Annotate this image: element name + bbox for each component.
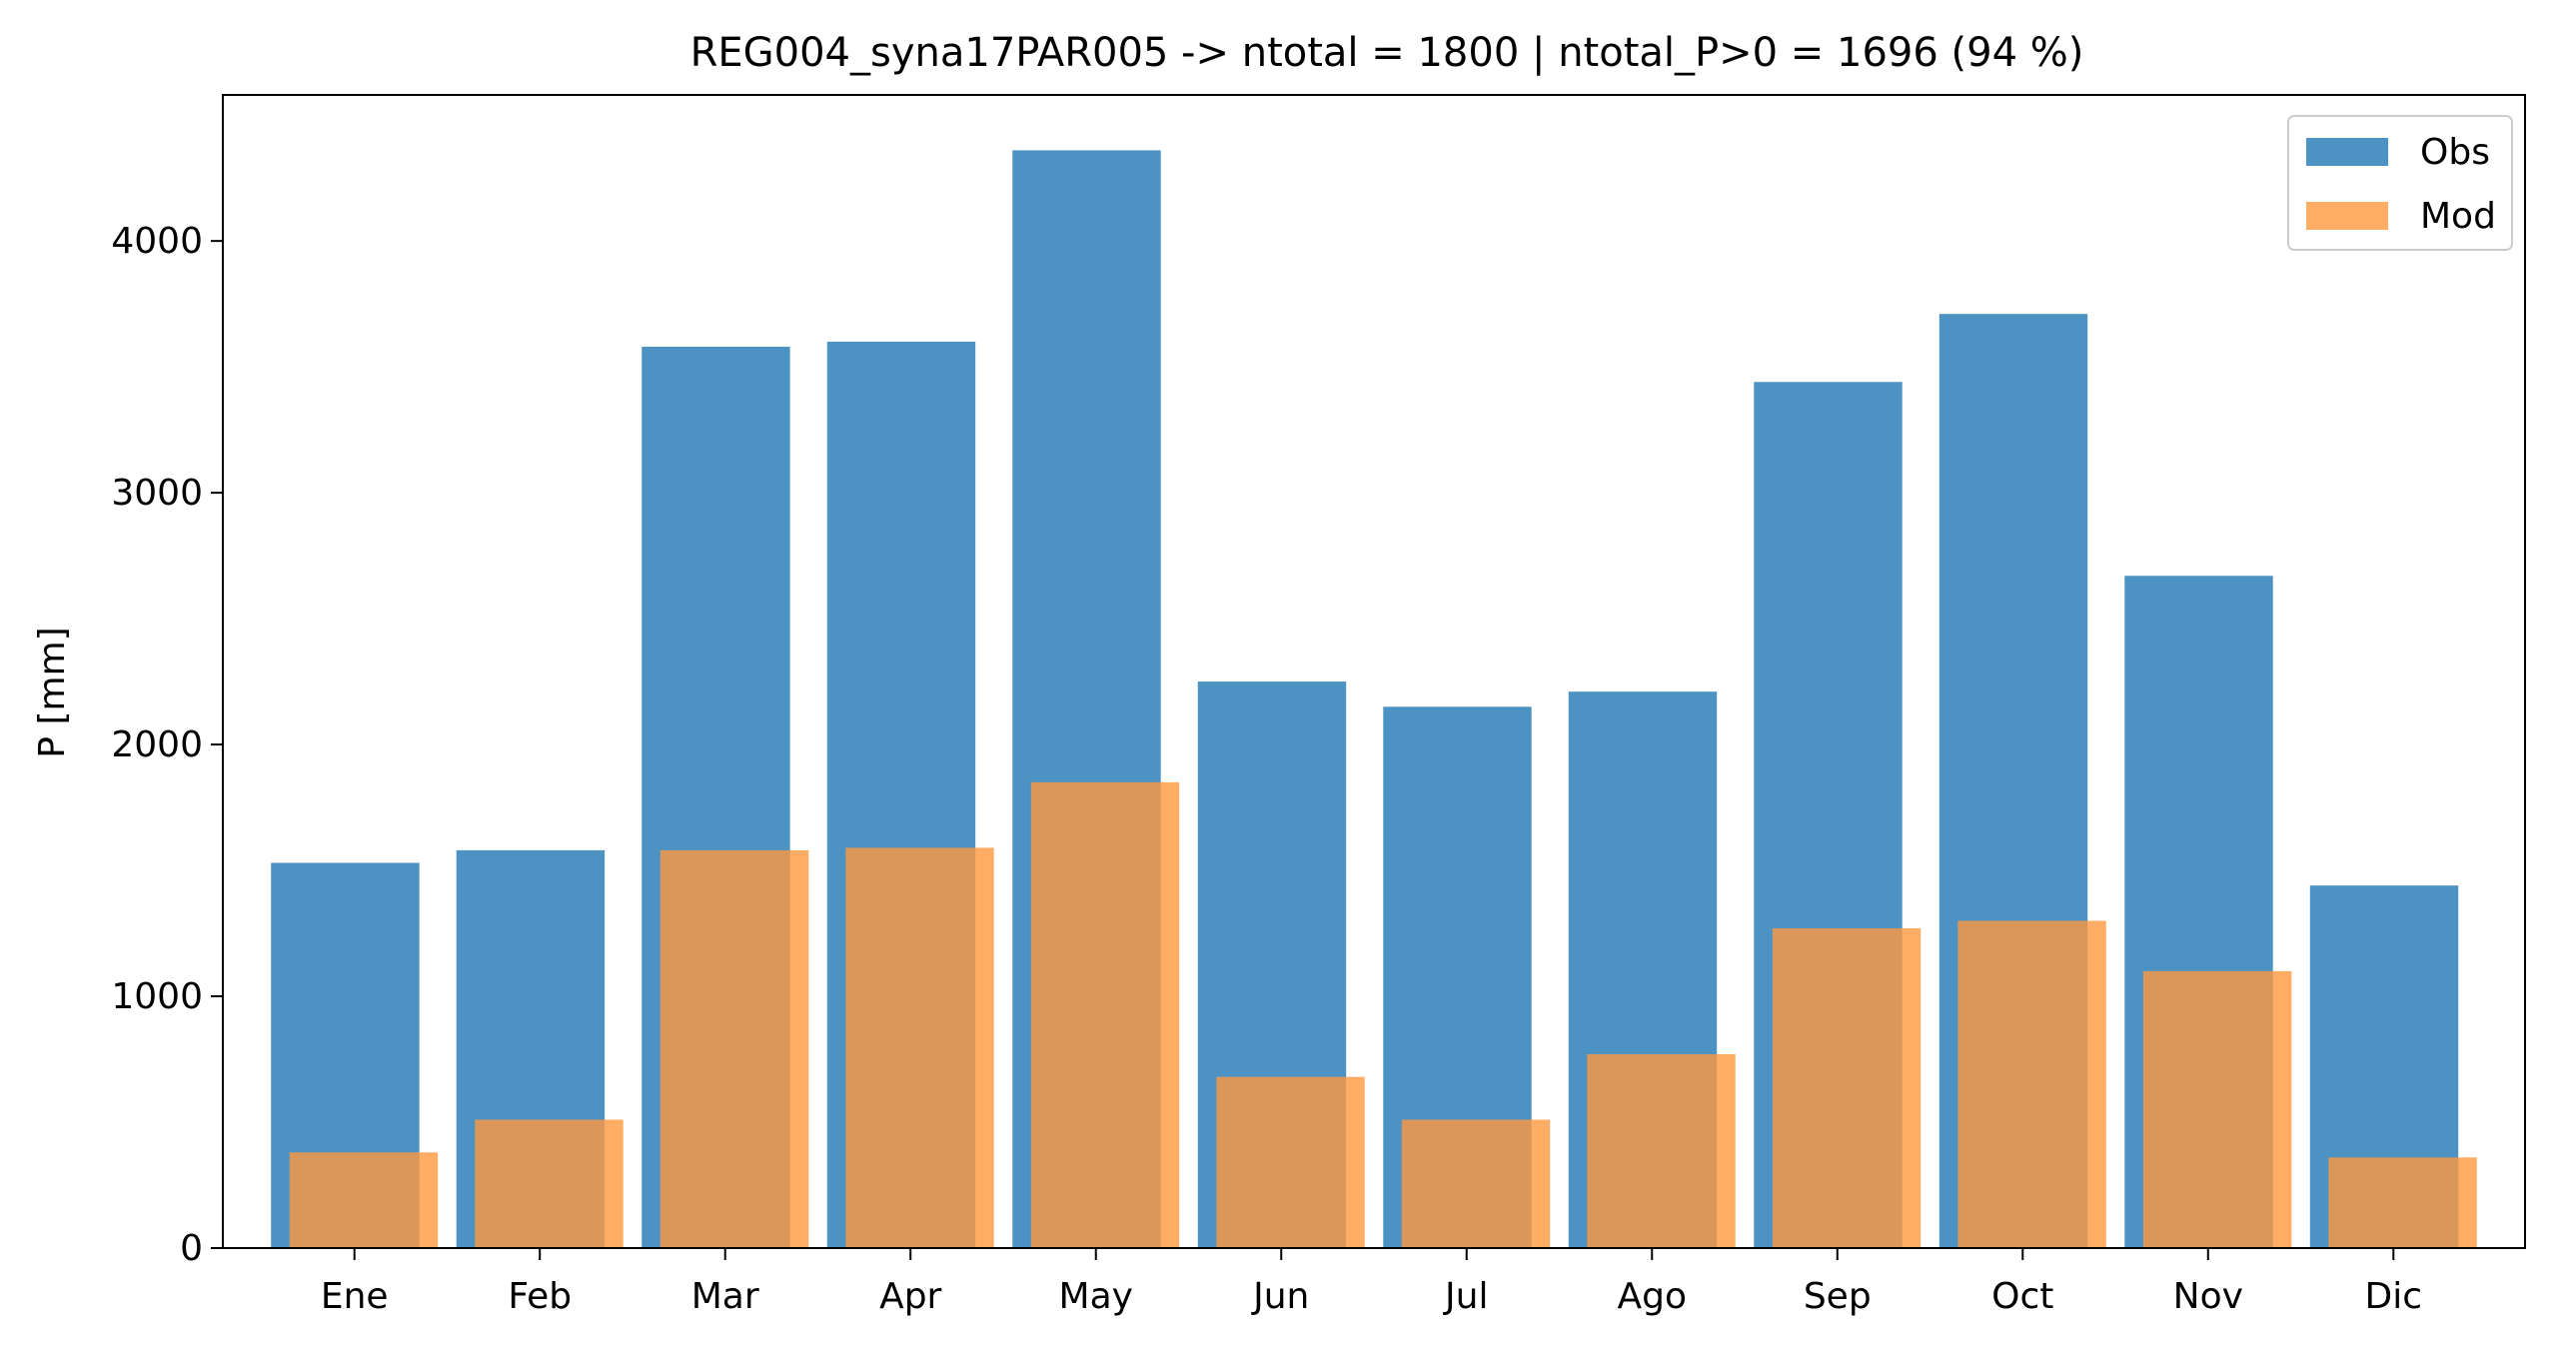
x-tick-label: Ago xyxy=(1618,1276,1688,1317)
legend-label-mod: Mod xyxy=(2420,196,2496,237)
y-tick-label: 4000 xyxy=(111,221,203,262)
x-tick-label: Mar xyxy=(691,1276,759,1317)
x-tick-label: Jul xyxy=(1443,1276,1488,1317)
x-tick-label: Oct xyxy=(1991,1276,2053,1317)
y-axis-label: P [mm] xyxy=(32,627,73,757)
bar-mod-jun xyxy=(1216,1076,1365,1248)
x-tick-label: Ene xyxy=(321,1276,389,1317)
legend-swatch-obs xyxy=(2306,138,2388,166)
bar-mod-mar xyxy=(659,849,809,1248)
x-tick-label: Jun xyxy=(1251,1276,1309,1317)
plot-frame xyxy=(222,94,2526,1249)
y-tick-label: 3000 xyxy=(111,473,203,514)
chart-title: REG004_syna17PAR005 -> ntotal = 1800 | n… xyxy=(690,30,2084,76)
x-tick-label: Nov xyxy=(2173,1276,2243,1317)
legend-label-obs: Obs xyxy=(2420,132,2490,173)
x-tick-label: Apr xyxy=(879,1276,941,1317)
bars-layer xyxy=(271,150,2477,1248)
bar-mod-nov xyxy=(2142,970,2292,1248)
y-tick-label: 0 xyxy=(180,1228,203,1269)
x-axis: Ene Feb Mar Apr May Jun Jul Ago Sep Oct Nov Dic xyxy=(321,1248,2422,1317)
bar-mod-dic xyxy=(2328,1157,2477,1248)
legend-swatch-mod xyxy=(2306,202,2388,230)
bar-mod-apr xyxy=(845,847,994,1248)
bar-mod-sep xyxy=(1772,928,1922,1248)
bar-mod-oct xyxy=(1957,920,2106,1248)
x-tick-label: Dic xyxy=(2365,1276,2423,1317)
bar-mod-jul xyxy=(1401,1119,1551,1248)
x-tick-label: Feb xyxy=(508,1276,572,1317)
bar-mod-ago xyxy=(1587,1053,1736,1248)
bar-mod-feb xyxy=(475,1119,624,1248)
legend: Obs Mod xyxy=(2287,115,2513,251)
y-tick-label: 1000 xyxy=(111,976,203,1017)
y-axis: 0 1000 2000 3000 4000 xyxy=(111,221,223,1269)
y-tick-label: 2000 xyxy=(111,724,203,765)
bar-mod-may xyxy=(1030,781,1180,1248)
x-tick-label: Sep xyxy=(1804,1276,1872,1317)
bar-mod-ene xyxy=(289,1152,439,1248)
x-tick-label: May xyxy=(1059,1276,1133,1317)
